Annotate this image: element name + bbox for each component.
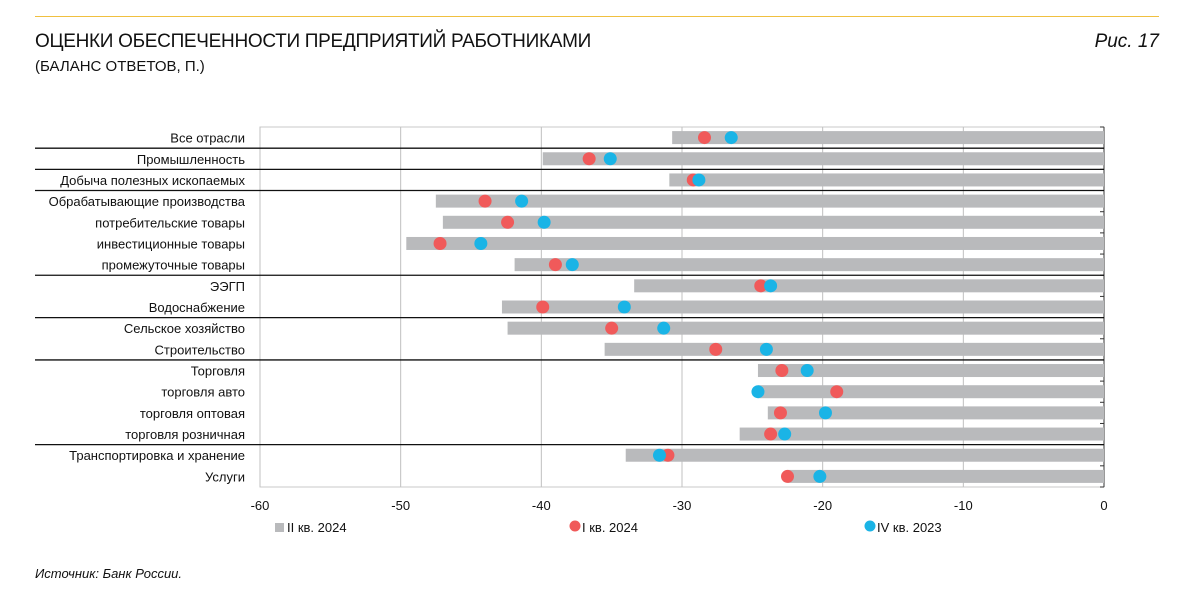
marker-iv-2023 [617, 300, 631, 314]
legend-label: II кв. 2024 [287, 520, 347, 535]
bar [406, 236, 1104, 250]
category-label: Услуги [205, 469, 245, 484]
category-label: торговля авто [161, 385, 245, 400]
marker-i-2024 [698, 131, 712, 145]
category-label: Строительство [155, 342, 245, 357]
legend-swatch [275, 523, 284, 532]
x-tick-label: -30 [673, 498, 692, 513]
category-label: потребительские товары [95, 215, 245, 230]
bar [435, 194, 1104, 208]
chart-subtitle: (БАЛАНС ОТВЕТОВ, П.) [35, 58, 205, 75]
bar [767, 406, 1104, 420]
marker-i-2024 [781, 469, 794, 483]
bar [501, 300, 1104, 314]
category-label: Промышленность [137, 152, 245, 167]
marker-i-2024 [433, 236, 447, 250]
bar [514, 258, 1104, 272]
header-rule [35, 16, 1159, 17]
x-tick-label: 0 [1100, 498, 1107, 513]
category-label: Торговля [191, 364, 245, 379]
bar [757, 364, 1104, 378]
bar [604, 342, 1104, 356]
marker-iv-2023 [652, 448, 666, 462]
marker-i-2024 [536, 300, 550, 314]
category-label: промежуточные товары [102, 258, 245, 273]
x-tick-label: -50 [391, 498, 410, 513]
figure-number: Рис. 17 [1094, 31, 1159, 52]
category-label: торговля оптовая [140, 406, 245, 421]
bar [672, 131, 1104, 145]
bar [542, 152, 1104, 166]
x-tick-label: -40 [532, 498, 551, 513]
marker-i-2024 [605, 321, 619, 335]
marker-i-2024 [501, 215, 515, 229]
marker-iv-2023 [764, 279, 778, 293]
marker-iv-2023 [657, 321, 671, 335]
marker-iv-2023 [751, 385, 765, 399]
bar [442, 215, 1104, 229]
marker-i-2024 [709, 342, 723, 356]
marker-i-2024 [754, 279, 768, 293]
category-label: Все отрасли [170, 131, 245, 146]
marker-i-2024 [775, 364, 789, 378]
category-label: торговля розничная [125, 427, 245, 442]
legend-swatch [864, 520, 876, 532]
category-label: Сельское хозяйство [124, 321, 245, 336]
marker-iv-2023 [537, 215, 551, 229]
bar [739, 427, 1104, 441]
marker-i-2024 [548, 258, 562, 272]
marker-i-2024 [773, 406, 787, 420]
marker-i-2024 [582, 152, 596, 166]
category-label: Добыча полезных ископаемых [60, 173, 245, 188]
marker-i-2024 [478, 194, 492, 208]
marker-iv-2023 [800, 364, 814, 378]
legend-label: IV кв. 2023 [877, 520, 942, 535]
category-label: инвестиционные товары [97, 236, 245, 251]
x-tick-label: -20 [813, 498, 832, 513]
marker-iv-2023 [692, 173, 706, 187]
chart-title: ОЦЕНКИ ОБЕСПЕЧЕННОСТИ ПРЕДПРИЯТИЙ РАБОТН… [35, 31, 591, 52]
x-tick-label: -60 [251, 498, 270, 513]
category-label: ЭЭГП [210, 279, 245, 294]
source-note: Источник: Банк России. [35, 566, 183, 581]
bar [625, 448, 1104, 462]
bar [669, 173, 1104, 187]
legend-label: I кв. 2024 [582, 520, 638, 535]
category-label: Транспортировка и хранение [69, 448, 245, 463]
marker-i-2024 [830, 385, 844, 399]
bar [757, 385, 1104, 399]
marker-iv-2023 [565, 258, 579, 272]
marker-iv-2023 [818, 406, 832, 420]
legend-swatch [569, 520, 581, 532]
bar [787, 469, 1104, 483]
marker-iv-2023 [813, 469, 827, 483]
marker-iv-2023 [515, 194, 529, 208]
marker-iv-2023 [603, 152, 617, 166]
marker-iv-2023 [759, 342, 773, 356]
bar [634, 279, 1104, 293]
marker-iv-2023 [474, 236, 488, 250]
category-label: Водоснабжение [149, 300, 245, 315]
marker-i-2024 [764, 427, 778, 441]
category-label: Обрабатывающие производства [49, 194, 246, 209]
marker-iv-2023 [778, 427, 792, 441]
x-tick-label: -10 [954, 498, 973, 513]
marker-iv-2023 [724, 131, 738, 145]
bar [507, 321, 1104, 335]
